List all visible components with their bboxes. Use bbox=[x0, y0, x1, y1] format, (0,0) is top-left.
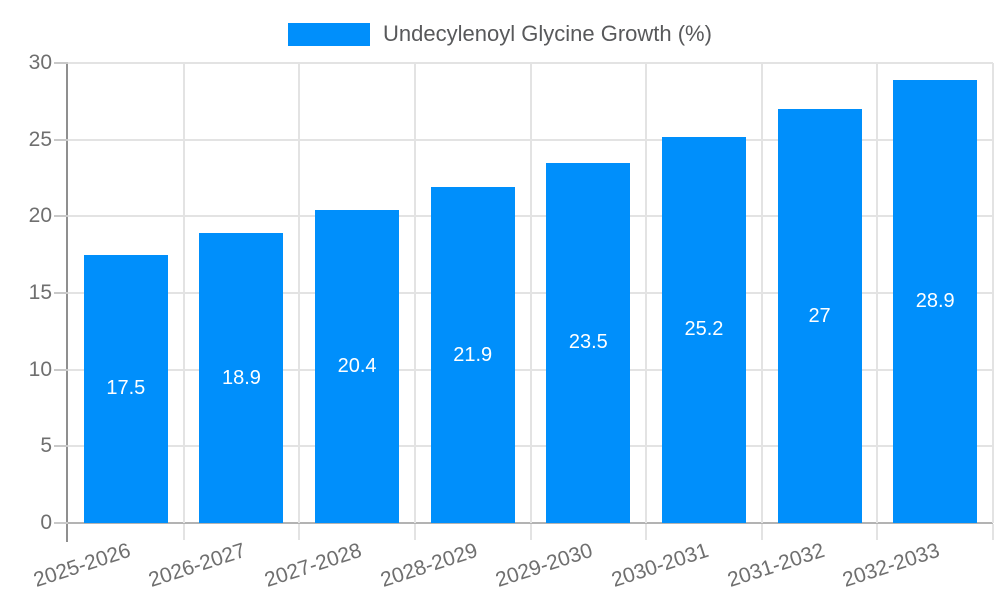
bar-value-label: 20.4 bbox=[337, 355, 377, 378]
plot-area: 17.5 18.9 20.4 21.9 23.5 25.2 27 28.9 bbox=[68, 62, 994, 523]
y-axis-tick bbox=[54, 368, 68, 371]
bar[interactable]: 18.9 bbox=[199, 233, 284, 523]
x-axis-tick bbox=[182, 524, 185, 540]
x-axis-tick bbox=[413, 524, 416, 540]
y-axis-tick bbox=[54, 292, 68, 294]
bar[interactable]: 27 bbox=[777, 109, 862, 523]
x-axis-line bbox=[66, 522, 993, 524]
y-tick-label: 15 bbox=[28, 281, 52, 304]
x-axis-tick bbox=[298, 524, 301, 540]
y-tick-label: 25 bbox=[28, 127, 52, 151]
y-tick-label: 20 bbox=[28, 204, 52, 228]
y-axis-line bbox=[66, 63, 68, 542]
bar[interactable]: 28.9 bbox=[893, 79, 978, 523]
y-axis-tick bbox=[54, 445, 68, 448]
bar[interactable]: 25.2 bbox=[661, 136, 746, 523]
bar-value-label: 17.5 bbox=[106, 377, 146, 400]
chart-legend: Undecylenoyl Glycine Growth (%) bbox=[0, 19, 1000, 49]
bar-value-label: 23.5 bbox=[568, 331, 608, 354]
y-tick-label: 10 bbox=[28, 357, 52, 381]
y-axis-tick bbox=[54, 62, 68, 64]
bar-value-label: 25.2 bbox=[684, 318, 724, 341]
x-gridline bbox=[876, 63, 879, 523]
bar-value-label: 21.9 bbox=[453, 343, 493, 366]
x-axis-tick bbox=[760, 524, 763, 540]
bar[interactable]: 17.5 bbox=[83, 254, 168, 523]
x-axis-tick bbox=[876, 524, 879, 540]
x-axis-tick bbox=[529, 524, 532, 540]
x-gridline bbox=[182, 63, 185, 523]
y-axis-tick bbox=[54, 138, 68, 141]
x-gridline bbox=[298, 63, 301, 523]
x-axis-tick bbox=[645, 524, 648, 540]
y-axis-tick bbox=[54, 522, 68, 524]
y-axis-tick bbox=[54, 215, 68, 218]
x-axis-tick bbox=[992, 524, 994, 540]
bar[interactable]: 21.9 bbox=[430, 187, 515, 523]
bar[interactable]: 23.5 bbox=[546, 162, 631, 523]
bar[interactable]: 20.4 bbox=[315, 210, 400, 523]
y-tick-label: 0 bbox=[40, 511, 52, 534]
legend-label: Undecylenoyl Glycine Growth (%) bbox=[383, 21, 712, 46]
x-gridline bbox=[760, 63, 763, 523]
x-gridline bbox=[413, 63, 416, 523]
legend-swatch-icon bbox=[288, 22, 371, 46]
bar-value-label: 27 bbox=[808, 304, 831, 327]
x-gridline bbox=[529, 63, 532, 523]
bar-value-label: 18.9 bbox=[221, 366, 261, 389]
y-tick-label: 5 bbox=[40, 434, 52, 458]
legend-item[interactable]: Undecylenoyl Glycine Growth (%) bbox=[288, 21, 712, 47]
x-gridline bbox=[992, 63, 994, 523]
bar-value-label: 28.9 bbox=[915, 289, 955, 312]
y-tick-label: 30 bbox=[28, 51, 52, 74]
x-gridline bbox=[645, 63, 648, 523]
